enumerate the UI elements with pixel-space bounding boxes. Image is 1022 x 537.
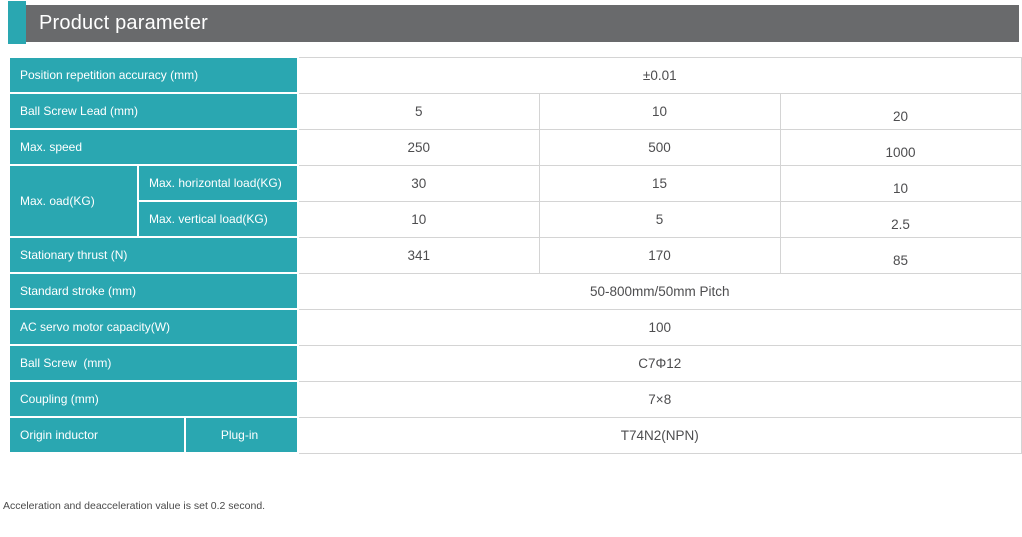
cell-value: 20 (779, 92, 1022, 130)
cell-text: 30 (411, 175, 427, 191)
cell-text: 170 (648, 247, 671, 263)
row-label: Origin inductor (8, 416, 186, 454)
row-coupling: Coupling (mm) 7×8 (8, 380, 1022, 418)
row-label: Stationary thrust (N) (8, 236, 299, 274)
cell-text: 500 (648, 139, 671, 155)
cell-text: 5 (655, 211, 664, 227)
cell-text: 10 (892, 180, 909, 196)
cell-value: 5 (297, 92, 540, 130)
row-label: AC servo motor capacity(W) (8, 308, 299, 346)
row-max-vertical-load: Max. vertical load(KG) 10 5 2.5 (9, 200, 1022, 238)
cell-text: T74N2(NPN) (620, 427, 699, 443)
footnotes: Acceleration and deacceleration value is… (3, 473, 1022, 537)
cell-value: 30 (297, 164, 540, 202)
row-origin-inductor: Origin inductor Plug-in T74N2(NPN) (8, 416, 1022, 454)
row-label-max-load: Max. oad(KG) (8, 164, 139, 238)
cell-text: 7×8 (648, 391, 672, 407)
cell-text: 2.5 (891, 216, 910, 232)
cell-value: 2.5 (779, 200, 1022, 238)
row-label: Max. speed (8, 128, 299, 166)
row-label: Standard stroke (mm) (8, 272, 299, 310)
cell-value: 15 (538, 164, 781, 202)
cell-value: 10 (538, 92, 781, 130)
row-max-horizontal-load: Max. oad(KG) Max. horizontal load(KG) 30… (8, 164, 1022, 238)
row-position-repetition-accuracy: Position repetition accuracy (mm) ±0.01 (8, 56, 1022, 94)
cell-text: 1000 (885, 144, 916, 160)
cell-value: 500 (538, 128, 781, 166)
row-sublabel: Max. vertical load(KG) (137, 200, 299, 238)
cell-text: 20 (892, 108, 909, 124)
cell-value: T74N2(NPN) (297, 416, 1022, 454)
cell-text: 10 (651, 103, 668, 119)
cell-value: 341 (297, 236, 540, 274)
cell-text: 100 (648, 319, 672, 335)
row-sublabel: Plug-in (184, 416, 299, 454)
cell-value: 100 (297, 308, 1022, 346)
cell-value: 10 (779, 164, 1022, 202)
row-sublabel: Max. horizontal load(KG) (137, 164, 299, 202)
cell-value: C7Φ12 (297, 344, 1022, 382)
cell-text: 15 (651, 175, 668, 191)
note-acceleration: Acceleration and deacceleration value is… (3, 500, 266, 512)
row-standard-stroke: Standard stroke (mm) 50-800mm/50mm Pitch (8, 272, 1022, 310)
cell-value: 85 (779, 236, 1022, 274)
cell-text: 341 (407, 247, 431, 263)
row-ball-screw-lead: Ball Screw Lead (mm) 5 10 20 (8, 92, 1022, 130)
cell-value: ±0.01 (297, 56, 1022, 94)
row-ac-servo-motor-capacity: AC servo motor capacity(W) 100 (8, 308, 1022, 346)
cell-text: 250 (407, 139, 431, 155)
titlebar: Product parameter (0, 0, 1022, 44)
cell-value: 5 (538, 200, 781, 238)
row-stationary-thrust: Stationary thrust (N) 341 170 85 (8, 236, 1022, 274)
cell-text: 10 (411, 211, 427, 227)
row-label: Ball Screw (mm) (8, 344, 299, 382)
row-label: Coupling (mm) (8, 380, 299, 418)
title-accent-square (8, 1, 26, 44)
cell-text: ±0.01 (642, 67, 677, 83)
cell-value: 7×8 (297, 380, 1022, 418)
cell-text: C7Φ12 (638, 355, 682, 371)
cell-value: 10 (297, 200, 540, 238)
cell-text: 50-800mm/50mm Pitch (589, 283, 730, 299)
row-label: Ball Screw Lead (mm) (8, 92, 299, 130)
cell-value: 1000 (779, 128, 1022, 166)
cell-text: 5 (414, 103, 423, 119)
cell-value: 50-800mm/50mm Pitch (297, 272, 1022, 310)
row-max-speed: Max. speed 250 500 1000 (8, 128, 1022, 166)
page-title: Product parameter (39, 12, 209, 34)
titlebar-background: Product parameter (26, 5, 1019, 42)
cell-text: 85 (892, 252, 909, 268)
row-ball-screw: Ball Screw (mm) C7Φ12 (8, 344, 1022, 382)
cell-value: 250 (297, 128, 540, 166)
cell-value: 170 (538, 236, 781, 274)
row-label: Position repetition accuracy (mm) (8, 56, 299, 94)
product-parameter-table: Position repetition accuracy (mm) ±0.01 … (8, 56, 1022, 454)
